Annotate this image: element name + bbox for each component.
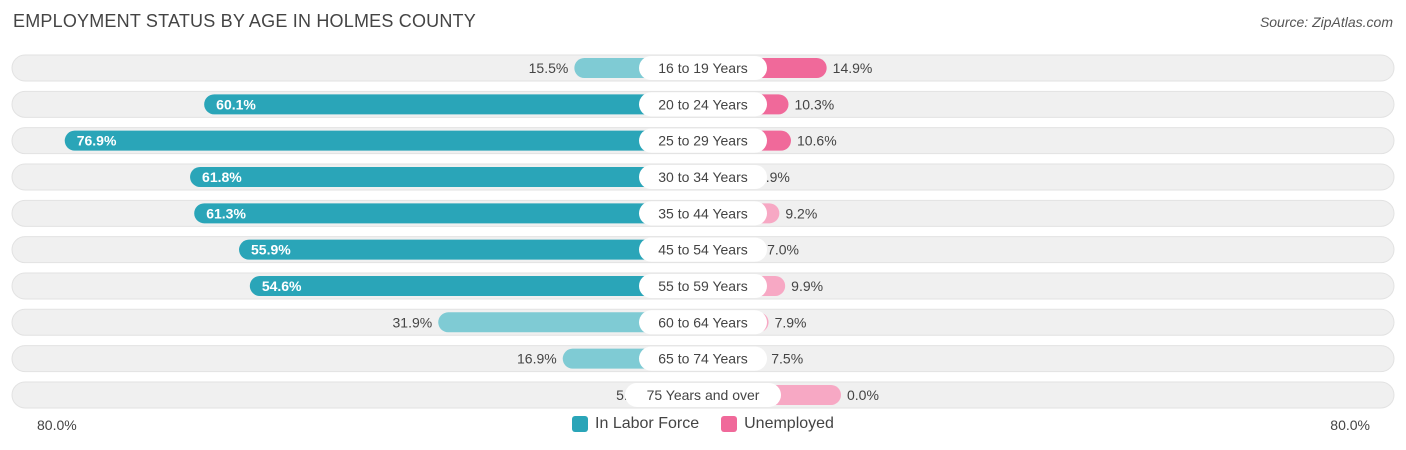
value-label-labor-force: 61.8% bbox=[202, 169, 242, 185]
category-label: 55 to 59 Years bbox=[658, 278, 748, 294]
category-pill bbox=[639, 273, 767, 298]
category-label: 75 Years and over bbox=[647, 387, 760, 403]
category-label: 45 to 54 Years bbox=[658, 242, 748, 258]
category-label: 35 to 44 Years bbox=[658, 205, 748, 221]
category-pill bbox=[639, 92, 767, 117]
value-label-unemployed: 9.9% bbox=[791, 278, 823, 294]
value-label-labor-force: 16.9% bbox=[517, 351, 557, 367]
bar-labor-force bbox=[438, 312, 703, 333]
value-label-labor-force: 15.5% bbox=[529, 60, 569, 76]
axis-left-label: 80.0% bbox=[37, 417, 77, 433]
category-pill bbox=[639, 128, 767, 153]
legend-item-labor-force[interactable]: In Labor Force bbox=[572, 415, 699, 433]
bar-labor-force bbox=[190, 166, 703, 187]
axis-right-label: 80.0% bbox=[1330, 417, 1370, 433]
value-label-labor-force: 31.9% bbox=[393, 314, 433, 330]
category-label: 30 to 34 Years bbox=[658, 169, 748, 185]
category-pill bbox=[639, 346, 767, 371]
category-label: 20 to 24 Years bbox=[658, 96, 748, 112]
bar-labor-force bbox=[239, 239, 703, 260]
category-pill bbox=[639, 164, 767, 189]
legend-label-unemployed: Unemployed bbox=[744, 415, 834, 432]
category-pill bbox=[639, 201, 767, 226]
category-pill bbox=[639, 237, 767, 262]
chart-title: EMPLOYMENT STATUS BY AGE IN HOLMES COUNT… bbox=[13, 11, 476, 31]
chart-canvas: 15.5% 14.9% 16 to 19 Years 60.1% 10.3% 20 to … bbox=[11, 54, 1395, 409]
category-pill bbox=[639, 56, 767, 80]
category-label: 25 to 29 Years bbox=[658, 133, 748, 149]
value-label-unemployed: 10.3% bbox=[794, 96, 834, 112]
value-label-labor-force: 76.9% bbox=[77, 133, 117, 149]
legend-label-labor-force: In Labor Force bbox=[595, 415, 700, 432]
legend-swatch-labor-force bbox=[572, 416, 589, 432]
value-label-unemployed: 7.0% bbox=[767, 242, 799, 258]
category-label: 60 to 64 Years bbox=[658, 314, 748, 330]
bar-labor-force bbox=[64, 130, 704, 151]
value-label-labor-force: 61.3% bbox=[206, 205, 246, 221]
legend: In Labor Force Unemployed bbox=[0, 415, 1406, 433]
value-label-labor-force: 55.9% bbox=[251, 242, 291, 258]
value-label-unemployed: 7.9% bbox=[775, 314, 807, 330]
source-label: Source: ZipAtlas.com bbox=[1259, 14, 1393, 30]
bar-labor-force bbox=[249, 275, 703, 296]
value-label-unemployed: 14.9% bbox=[833, 60, 873, 76]
value-label-labor-force: 54.6% bbox=[262, 278, 302, 294]
category-label: 16 to 19 Years bbox=[658, 60, 748, 76]
category-pill bbox=[625, 382, 781, 407]
value-label-labor-force: 60.1% bbox=[216, 96, 256, 112]
value-label-unemployed: 0.0% bbox=[847, 387, 879, 403]
bar-labor-force bbox=[194, 203, 703, 224]
value-label-unemployed: 9.2% bbox=[785, 205, 817, 221]
value-label-unemployed: 7.5% bbox=[771, 351, 803, 367]
category-label: 65 to 74 Years bbox=[658, 351, 748, 367]
category-pill bbox=[639, 310, 767, 335]
bar-labor-force bbox=[204, 94, 704, 115]
legend-item-unemployed[interactable]: Unemployed bbox=[721, 415, 834, 433]
legend-swatch-unemployed bbox=[721, 416, 738, 432]
value-label-unemployed: 10.6% bbox=[797, 133, 837, 149]
